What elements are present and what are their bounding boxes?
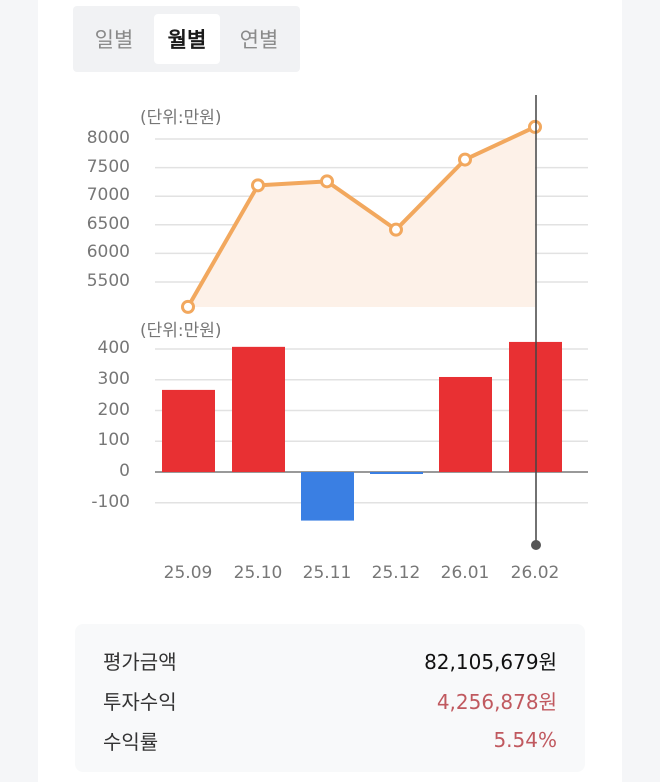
data-point-marker [320, 174, 334, 189]
data-point-marker [528, 119, 542, 134]
data-point-marker [389, 222, 403, 237]
y-tick-label: 6000 [86, 242, 130, 263]
summary-row-profit: 투자수익 4,256,878원 [103, 683, 557, 717]
summary-row-valuation: 평가금액 82,105,679원 [103, 643, 557, 677]
summary-label: 평가금액 [103, 649, 177, 674]
line-area-fill [188, 126, 535, 307]
y-tick-label: -100 [91, 491, 130, 512]
bar-chart-unit-label: (단위:만원) [140, 321, 222, 341]
line-chart-unit-label: (단위:만원) [140, 108, 222, 128]
x-tick-label: 26.02 [510, 563, 560, 583]
y-tick-label: 8000 [86, 128, 130, 148]
x-tick-label: 26.01 [440, 563, 490, 583]
x-tick-label: 25.09 [163, 563, 213, 583]
y-tick-label: 200 [97, 399, 130, 420]
summary-label: 수익률 [103, 729, 159, 754]
y-tick-label: 0 [119, 461, 130, 481]
crosshair-handle [531, 540, 541, 550]
y-tick-label: 300 [97, 368, 130, 389]
y-tick-label: 100 [97, 430, 130, 451]
value-line [186, 125, 536, 308]
y-tick-label: 7000 [86, 185, 130, 206]
tab-daily[interactable]: 일별 [94, 28, 134, 52]
y-tick-label: 5500 [86, 271, 130, 291]
summary-panel: 평가금액 82,105,679원 투자수익 4,256,878원 수익률 5.5… [75, 624, 585, 772]
x-tick-label: 25.12 [371, 563, 421, 583]
asset-chart[interactable] [0, 0, 660, 600]
tab-monthly[interactable]: 월별 [154, 14, 220, 64]
x-tick-label: 25.10 [233, 563, 283, 583]
summary-label: 투자수익 [103, 689, 177, 714]
summary-row-return-rate: 수익률 5.54% [103, 723, 557, 757]
summary-value: 82,105,679원 [424, 649, 557, 674]
x-tick-label: 25.11 [302, 563, 352, 583]
negative-bar [370, 472, 423, 474]
summary-value: 4,256,878원 [436, 689, 557, 714]
summary-value: 5.54% [493, 728, 557, 752]
y-tick-label: 7500 [86, 156, 130, 177]
y-tick-label: 6500 [86, 213, 130, 234]
negative-bar [301, 472, 354, 521]
y-tick-label: 400 [97, 338, 130, 358]
data-point-marker [181, 299, 195, 314]
positive-bar [439, 376, 492, 472]
data-point-marker [458, 152, 472, 167]
period-tabs: 일별 월별 연별 [73, 6, 300, 72]
tab-yearly[interactable]: 연별 [239, 28, 279, 52]
positive-bar [232, 346, 285, 472]
positive-bar [162, 389, 215, 472]
data-point-marker [251, 178, 265, 193]
